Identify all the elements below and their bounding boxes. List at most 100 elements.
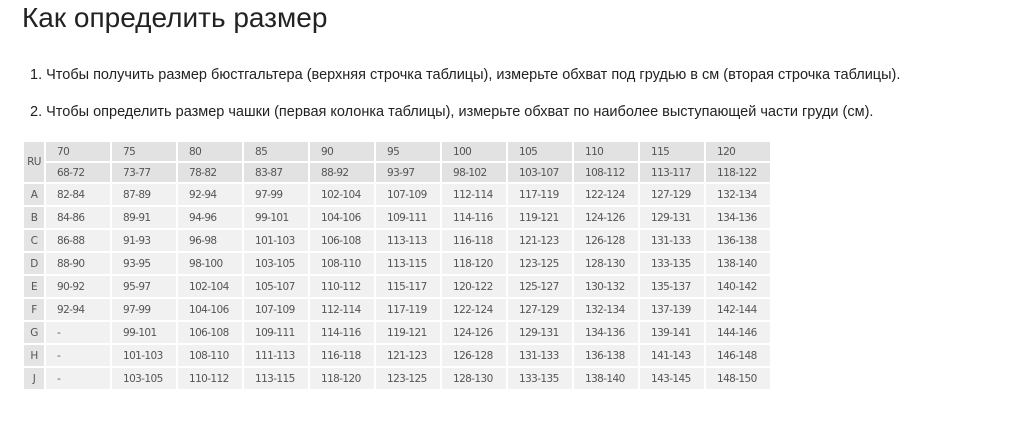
table-cell: - [44, 343, 112, 368]
table-row: G -99-101 106-108 109-111 114-116 119-121 124-… [22, 320, 772, 345]
table-cell: 113-115 [242, 366, 310, 391]
cup-label: C [22, 228, 46, 253]
table-cell: 116-118 [440, 228, 508, 253]
table-cell: 88-90 [44, 251, 112, 276]
table-cell: 124-126 [572, 205, 640, 230]
table-cell: 141-143 [638, 343, 706, 368]
table-cell: 127-129 [638, 182, 706, 207]
table-row: E 90-92 95-97 102-104 105-107 110-112 115-117 1… [22, 274, 772, 299]
table-cell: 96-98 [176, 228, 244, 253]
table-cell: 121-123 [374, 343, 442, 368]
cup-label: B [22, 205, 46, 230]
table-cell: 92-94 [176, 182, 244, 207]
table-row: B 84-86 89-91 94-96 99-101 104-106 109-111 114-… [22, 205, 772, 230]
table-cell: 136-138 [704, 228, 772, 253]
table-cell: - [44, 320, 112, 345]
corner-label: RU [22, 140, 46, 184]
table-cell: 103-105 [242, 251, 310, 276]
size-header: 85 [242, 140, 310, 163]
table-cell: 99-101 [110, 320, 178, 345]
table-cell: 89-91 [110, 205, 178, 230]
table-cell: 110-112 [176, 366, 244, 391]
table-cell: 118-120 [308, 366, 376, 391]
table-cell: 108-110 [176, 343, 244, 368]
table-row: F 92-94 97-99 104-106 107-109 112-114 117-119 1… [22, 297, 772, 322]
table-cell: 112-114 [440, 182, 508, 207]
table-cell: 128-130 [440, 366, 508, 391]
cup-label: E [22, 274, 46, 299]
table-cell: 136-138 [572, 343, 640, 368]
size-header: 80 [176, 140, 244, 163]
table-cell: 112-114 [308, 297, 376, 322]
size-header: 75 [110, 140, 178, 163]
size-header: 95 [374, 140, 442, 163]
instruction-2: 2. Чтобы определить размер чашки (первая… [30, 104, 874, 120]
table-cell: 142-144 [704, 297, 772, 322]
table-cell: 113-115 [374, 251, 442, 276]
table-cell: 91-93 [110, 228, 178, 253]
size-header: 105 [506, 140, 574, 163]
size-header: 70 [44, 140, 112, 163]
table-cell: 109-111 [374, 205, 442, 230]
table-cell: 135-137 [638, 274, 706, 299]
table-cell: 97-99 [110, 297, 178, 322]
underbust-header: 93-97 [374, 161, 442, 184]
header-row-underbust: 68-72 73-77 78-82 83-87 88-92 93-97 98-102 103-… [23, 161, 772, 184]
table-row: C 86-88 91-93 96-98 101-103 106-108 113-113 116… [22, 228, 772, 253]
table-cell: 126-128 [440, 343, 508, 368]
table-cell: 107-109 [242, 297, 310, 322]
table-cell: 137-139 [638, 297, 706, 322]
cup-label: F [22, 297, 46, 322]
table-cell: 117-119 [506, 182, 574, 207]
table-cell: 114-116 [440, 205, 508, 230]
table-cell: 95-97 [110, 274, 178, 299]
underbust-header: 108-112 [572, 161, 640, 184]
size-header: 115 [638, 140, 706, 163]
underbust-header: 73-77 [110, 161, 178, 184]
table-cell: 109-111 [242, 320, 310, 345]
table-row: J -103-105 110-112 113-115 118-120 123-125 128… [22, 366, 772, 391]
table-cell: 107-109 [374, 182, 442, 207]
table-cell: 134-136 [704, 205, 772, 230]
table-cell: 110-112 [308, 274, 376, 299]
table-cell: 122-124 [440, 297, 508, 322]
underbust-header: 113-117 [638, 161, 706, 184]
table-cell: 120-122 [440, 274, 508, 299]
table-cell: 132-134 [572, 297, 640, 322]
table-cell: 134-136 [572, 320, 640, 345]
table-cell: 131-133 [638, 228, 706, 253]
table-cell: 114-116 [308, 320, 376, 345]
page-title: Как определить размер [22, 2, 328, 33]
underbust-header: 103-107 [506, 161, 574, 184]
table-cell: 138-140 [572, 366, 640, 391]
table-cell: 132-134 [704, 182, 772, 207]
table-cell: 121-123 [506, 228, 574, 253]
table-cell: 92-94 [44, 297, 112, 322]
table-cell: 133-135 [638, 251, 706, 276]
cup-label: A [22, 182, 46, 207]
table-cell: 98-100 [176, 251, 244, 276]
cup-label: D [22, 251, 46, 276]
size-header: 120 [704, 140, 772, 163]
cup-label: J [22, 366, 46, 391]
table-cell: 102-104 [308, 182, 376, 207]
table-cell: 87-89 [110, 182, 178, 207]
table-cell: 129-131 [506, 320, 574, 345]
table-cell: 93-95 [110, 251, 178, 276]
underbust-header: 98-102 [440, 161, 508, 184]
header-row-size: RU 70 75 80 85 90 95 100 105 110 115 120 [22, 140, 772, 184]
table-cell: 99-101 [242, 205, 310, 230]
table-row: H -101-103 108-110 111-113 116-118 121-123 126… [22, 343, 772, 368]
table-cell: 148-150 [704, 366, 772, 391]
underbust-header: 83-87 [242, 161, 310, 184]
table-cell: 104-106 [308, 205, 376, 230]
instruction-1: 1. Чтобы получить размер бюстгальтера (в… [30, 67, 901, 83]
table-cell: 103-105 [110, 366, 178, 391]
table-cell: 128-130 [572, 251, 640, 276]
table-cell: 105-107 [242, 274, 310, 299]
table-cell: 130-132 [572, 274, 640, 299]
cup-label: H [22, 343, 46, 368]
table-cell: 122-124 [572, 182, 640, 207]
table-cell: 116-118 [308, 343, 376, 368]
size-table: RU 70 75 80 85 90 95 100 105 110 115 120 68-72 73-77 7… [22, 140, 772, 391]
